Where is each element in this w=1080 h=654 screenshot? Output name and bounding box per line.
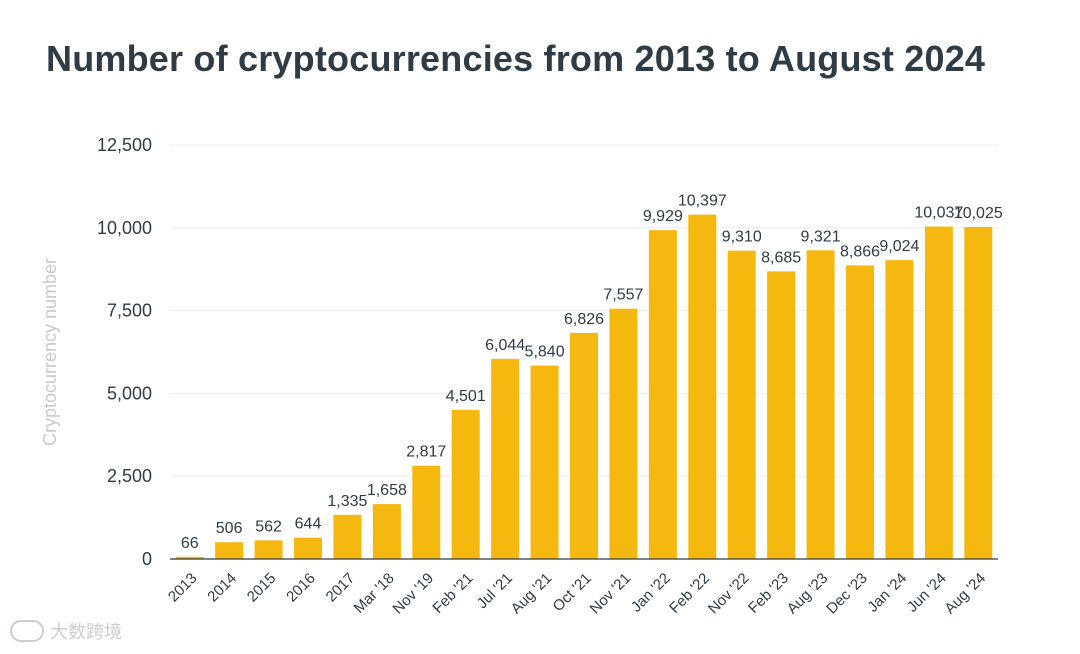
data-label: 1,335 (327, 493, 367, 510)
data-label: 6,826 (564, 311, 604, 328)
data-label: 8,866 (840, 243, 880, 260)
data-label: 562 (255, 518, 282, 535)
x-tick-label: Mar '18 (351, 570, 398, 617)
data-label: 10,025 (954, 205, 1003, 222)
x-tick-label: Nov '21 (587, 570, 635, 618)
bar (846, 265, 874, 559)
x-tick-label: Aug '21 (508, 570, 556, 618)
bar (609, 308, 638, 559)
y-axis-label: Cryptocurrency number (40, 258, 60, 446)
data-label: 8,685 (761, 249, 801, 266)
data-label: 7,557 (603, 287, 643, 304)
y-tick-label: 7,500 (107, 301, 152, 321)
y-tick-label: 12,500 (97, 135, 152, 155)
watermark-logo-icon (10, 620, 44, 642)
data-label: 506 (216, 520, 243, 537)
x-tick-label: Feb '23 (745, 570, 792, 617)
x-tick-label: Jan '22 (628, 570, 674, 616)
y-tick-label: 0 (142, 549, 152, 569)
chart-title: Number of cryptocurrencies from 2013 to … (46, 38, 986, 79)
watermark-text: 大数跨境 (50, 622, 122, 642)
bar (767, 271, 796, 559)
x-tick-label: 2013 (165, 570, 201, 606)
bar (412, 465, 441, 559)
data-label: 1,658 (367, 482, 407, 499)
data-label: 9,310 (722, 229, 762, 246)
y-tick-label: 5,000 (107, 383, 152, 403)
data-label: 6,044 (485, 337, 525, 354)
bar (175, 556, 204, 559)
watermark: 大数跨境 (10, 618, 122, 644)
bar (451, 409, 480, 559)
bar (648, 230, 677, 559)
x-tick-label: 2016 (283, 570, 319, 606)
bar (688, 214, 717, 559)
x-tick-label: Nov '22 (705, 570, 753, 618)
y-tick-label: 10,000 (97, 218, 152, 238)
x-tick-label: Dec '23 (823, 570, 871, 618)
bar (806, 250, 835, 559)
data-label: 66 (181, 535, 199, 552)
x-tick-label: Aug '24 (941, 570, 989, 618)
x-tick-label: Jun '24 (904, 570, 950, 616)
data-label: 644 (295, 516, 322, 533)
bar (727, 250, 756, 559)
x-tick-label: 2014 (204, 570, 240, 606)
x-tick-label: Feb '21 (429, 570, 476, 617)
bar (372, 504, 401, 559)
data-label: 9,321 (801, 228, 841, 245)
x-tick-label: 2017 (323, 570, 359, 606)
bar (294, 537, 322, 559)
data-label: 4,501 (446, 388, 486, 405)
x-tick-label: Feb '22 (666, 570, 713, 617)
bar (924, 226, 953, 559)
x-tick-label: Aug '23 (784, 570, 832, 618)
data-label: 9,929 (643, 208, 683, 225)
bar (885, 260, 914, 559)
bar (254, 540, 283, 559)
data-label: 10,397 (678, 193, 727, 210)
x-tick-label: Jan '24 (864, 570, 910, 616)
data-label: 5,840 (525, 344, 565, 361)
data-label: 2,817 (406, 444, 446, 461)
bar (964, 226, 993, 560)
x-tick-label: Nov '19 (389, 570, 437, 618)
bar (215, 542, 244, 559)
data-label: 10,037 (914, 205, 963, 222)
data-label: 9,024 (879, 238, 919, 255)
bars (175, 214, 993, 560)
x-tick-label: Oct '21 (550, 570, 595, 615)
bar (333, 514, 362, 559)
y-tick-label: 2,500 (107, 466, 152, 486)
bar (491, 358, 520, 559)
bar (530, 365, 559, 559)
x-tick-label: 2015 (244, 570, 280, 606)
bar (570, 332, 598, 559)
